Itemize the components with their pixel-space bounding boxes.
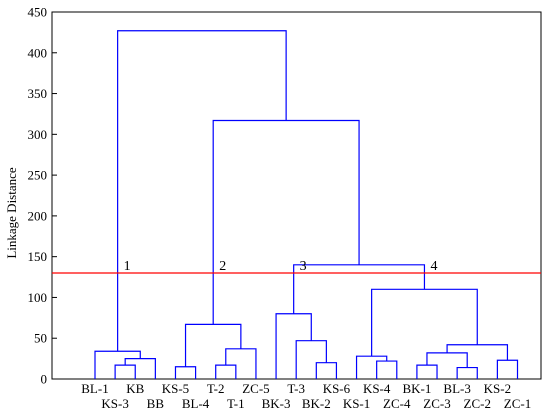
dendrogram-link: [174, 366, 197, 379]
leaf-label: BB: [147, 396, 165, 411]
cluster-label: 1: [124, 259, 131, 274]
leaf-labels: BL-1KS-3KBBBKS-5BL-4T-2T-1ZC-5BK-3T-3BK-…: [81, 381, 531, 411]
leaf-label: ZC-3: [423, 396, 450, 411]
y-axis: 0 50 100 150 200 250 300 350 400 450: [28, 5, 57, 387]
plot-frame: [51, 11, 542, 380]
y-tick-label: 150: [28, 249, 48, 264]
leaf-label: BL-1: [81, 381, 108, 396]
y-tick-label: 300: [28, 127, 48, 142]
dendrogram-link: [295, 340, 327, 379]
y-tick-label: 200: [28, 208, 48, 223]
y-tick-label: 450: [28, 5, 48, 20]
dendrogram-link: [117, 30, 287, 352]
cluster-labels: 1 2 3 4: [124, 259, 438, 274]
leaf-label: T-2: [207, 381, 225, 396]
dendrogram-link: [275, 313, 312, 379]
y-tick-label: 250: [28, 168, 48, 183]
leaf-label: KS-2: [484, 381, 511, 396]
leaf-label: KS-4: [363, 381, 391, 396]
y-tick-label: 400: [28, 45, 48, 60]
dendrogram-link: [184, 323, 242, 367]
leaf-label: KS-5: [162, 381, 189, 396]
dendrogram-link: [124, 358, 156, 379]
leaf-label: KS-6: [323, 381, 351, 396]
dendrogram-link: [212, 119, 360, 325]
leaf-label: ZC-2: [464, 396, 491, 411]
leaf-label: BK-3: [262, 396, 291, 411]
leaf-label: BL-4: [182, 396, 210, 411]
cluster-label: 4: [430, 259, 437, 274]
y-tick-label: 0: [41, 372, 48, 387]
leaf-label: KS-3: [101, 396, 128, 411]
dendrogram-link: [215, 364, 237, 379]
dendrogram-link: [225, 348, 257, 379]
dendrogram-link: [355, 355, 388, 379]
y-tick-label: 50: [34, 331, 47, 346]
leaf-label: BK-1: [402, 381, 431, 396]
leaf-label: T-1: [227, 396, 245, 411]
leaf-label: ZC-4: [383, 396, 411, 411]
leaf-label: BL-3: [443, 381, 470, 396]
dendrogram-link: [416, 364, 438, 379]
dendrogram-link: [315, 362, 338, 379]
dendrogram-links: [94, 30, 519, 379]
dendrogram-link: [376, 360, 398, 379]
y-axis-label: Linkage Distance: [4, 167, 19, 259]
leaf-label: T-3: [287, 381, 305, 396]
leaf-label: KB: [126, 381, 144, 396]
y-tick-label: 100: [28, 290, 48, 305]
dendrogram-link: [114, 364, 136, 379]
dendrogram-link: [496, 359, 519, 379]
leaf-label: ZC-1: [504, 396, 531, 411]
leaf-label: BK-2: [302, 396, 331, 411]
plot-border: [51, 11, 542, 380]
dendrogram-link: [371, 288, 478, 357]
y-tick-label: 350: [28, 86, 48, 101]
cluster-label: 2: [219, 259, 226, 274]
dendrogram-link: [456, 366, 478, 379]
cluster-label: 3: [300, 259, 307, 274]
leaf-label: KS-1: [343, 396, 370, 411]
leaf-label: ZC-5: [242, 381, 269, 396]
